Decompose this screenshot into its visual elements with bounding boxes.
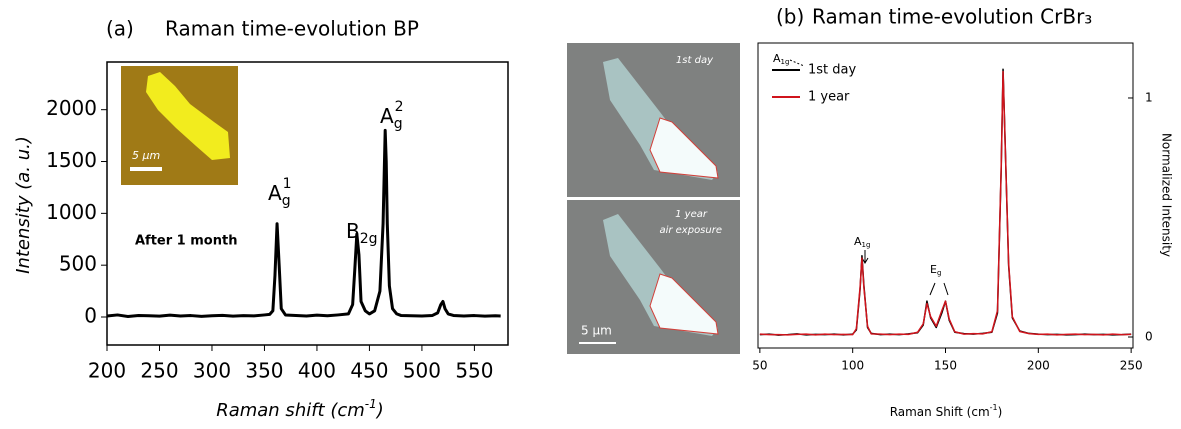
annotation: After 1 month <box>135 234 237 249</box>
annotation: A1g <box>773 52 789 66</box>
inset: 5 μm <box>121 66 238 185</box>
photo-scale-label: 5 μm <box>581 324 612 338</box>
y-axis-label: Intensity (a. u.) <box>13 136 34 274</box>
y-tick-label: 1500 <box>46 148 97 172</box>
photo-label: 1 year <box>675 209 708 220</box>
x-tick-label: 100 <box>841 359 864 373</box>
annotation-arrow <box>789 59 805 67</box>
annotation: Ag1 <box>268 176 292 209</box>
x-tick-label: 400 <box>298 359 336 383</box>
y-tick-label: 1 <box>1145 90 1153 104</box>
x-axis-label: Raman shift (cm-1) <box>216 397 384 422</box>
photos: 1st day 1 year air exposure 5 μm <box>567 43 740 354</box>
annotation: B2g <box>346 219 378 248</box>
plot-frame <box>106 61 509 346</box>
x-tick-label: 450 <box>350 359 388 383</box>
chart-title: Raman time-evolution CrBr₃ <box>812 5 1092 29</box>
data-line <box>759 70 1132 336</box>
x-tick-label: 350 <box>245 359 283 383</box>
photo-label: air exposure <box>659 225 722 236</box>
y-tick-label: 0 <box>1145 330 1153 344</box>
panel-label: (b) <box>776 5 804 29</box>
x-tick-label: 500 <box>403 359 441 383</box>
x-axis-label: Raman Shift (cm-1) <box>890 403 1003 419</box>
y-tick-label: 2000 <box>46 96 97 120</box>
annotation: A1g <box>854 235 870 249</box>
data-line <box>106 128 501 318</box>
inset-scale-label: 5 μm <box>132 149 160 162</box>
y-tick-label: 500 <box>59 252 97 276</box>
chart-title: Raman time-evolution BP <box>165 17 419 41</box>
x-tick-label: 550 <box>455 359 493 383</box>
x-tick-label: 300 <box>193 359 231 383</box>
annotation-arrow <box>861 250 869 264</box>
annotation: Ag2 <box>380 99 404 132</box>
y-tick-label: 1000 <box>46 200 97 224</box>
x-tick-label: 250 <box>1120 359 1143 373</box>
x-tick-label: 250 <box>140 359 178 383</box>
legend-label: 1 year <box>808 90 850 105</box>
x-tick-label: 150 <box>934 359 957 373</box>
photo-label: 1st day <box>676 55 714 66</box>
x-tick-label: 50 <box>752 359 767 373</box>
data-line <box>759 68 1132 336</box>
annotation-arrow <box>929 282 949 296</box>
y-tick-label: 0 <box>84 304 97 328</box>
y-axis-label: Normalized Intensity <box>1160 133 1174 257</box>
panel-label: (a) <box>106 17 134 41</box>
x-tick-label: 200 <box>1027 359 1050 373</box>
annotation: Eg <box>930 263 941 277</box>
x-tick-label: 200 <box>88 359 126 383</box>
legend-label: 1st day <box>808 63 856 78</box>
